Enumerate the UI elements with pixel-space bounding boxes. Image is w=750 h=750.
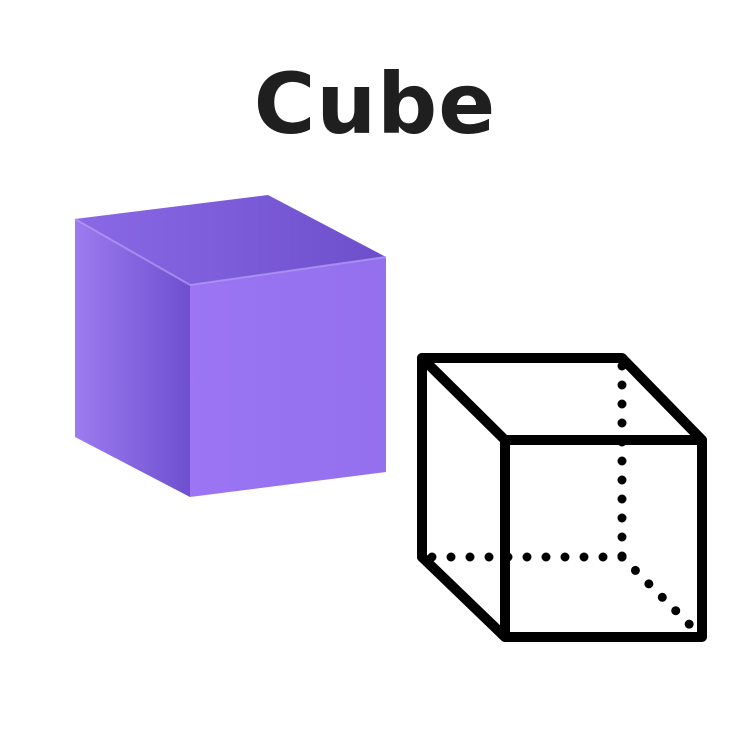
solid-cube-edge-highlight: [74, 218, 387, 287]
wireframe-cube: [417, 353, 707, 642]
solid-cube-left-face: [75, 219, 190, 497]
hidden-edge-diagonal: [617, 552, 702, 637]
wireframe-front-face: [500, 435, 707, 642]
wireframe-top-face: [417, 353, 707, 445]
solid-cube: [74, 195, 387, 497]
wireframe-visible-edges: [417, 353, 707, 642]
wireframe-bottom-left-edge: [417, 552, 510, 642]
solid-cube-front-face: [190, 257, 386, 497]
wireframe-hidden-edges: [417, 361, 702, 637]
page-title: Cube: [253, 55, 497, 153]
